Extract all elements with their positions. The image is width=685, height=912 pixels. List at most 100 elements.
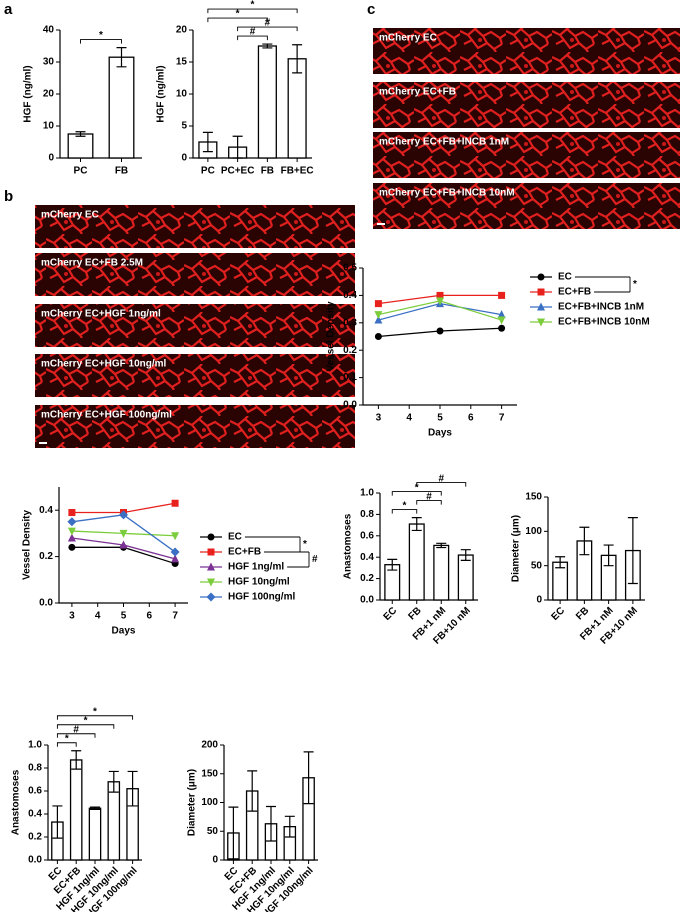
x-tick-label: 4 xyxy=(95,611,101,622)
bar xyxy=(108,56,135,159)
significance-bracket xyxy=(207,17,268,23)
marker xyxy=(119,540,128,549)
image-label: mCherry EC+HGF 10ng/ml xyxy=(41,359,167,370)
y-tick-label: 0.8 xyxy=(28,763,42,774)
image-label: mCherry EC xyxy=(41,210,99,221)
significance-bracket xyxy=(80,39,122,44)
marker xyxy=(537,273,545,281)
error-bar xyxy=(579,526,590,556)
marker xyxy=(119,510,128,520)
image-label: mCherry EC+HGF 1ng/ml xyxy=(41,309,161,320)
error-bar xyxy=(627,517,638,585)
y-tick-label: 0 xyxy=(48,153,54,164)
y-tick-label: 0 xyxy=(536,595,542,606)
marker xyxy=(67,527,76,536)
y-tick-label: 0.2 xyxy=(343,345,357,356)
y-tick-label: 0.3 xyxy=(343,317,357,328)
panel-letter: b xyxy=(4,188,13,205)
error-bar xyxy=(303,751,314,805)
y-tick-label: 1.0 xyxy=(28,740,42,751)
error-bar xyxy=(75,131,86,137)
significance-label: # xyxy=(426,491,432,502)
significance-bracket xyxy=(56,733,96,738)
marker xyxy=(68,509,76,517)
marker xyxy=(537,288,545,296)
x-tick-label: 6 xyxy=(147,611,153,622)
x-tick-label: 3 xyxy=(376,413,382,424)
x-tick-label: PC xyxy=(74,166,88,177)
y-tick-label: 100 xyxy=(201,797,218,808)
marker xyxy=(374,315,383,324)
marker xyxy=(498,291,506,299)
axis-line xyxy=(362,268,517,406)
significance-label: # xyxy=(312,554,318,565)
x-tick-label: 7 xyxy=(499,413,505,424)
marker xyxy=(171,532,180,541)
bar xyxy=(257,45,277,159)
x-tick-label: FB+EC xyxy=(281,166,314,177)
y-tick-label: 10 xyxy=(176,89,188,100)
marker xyxy=(374,333,382,340)
bar xyxy=(408,523,425,601)
micrograph xyxy=(373,28,680,74)
image-label: mCherry EC+FB 2.5M xyxy=(41,258,143,269)
x-tick-label: 6 xyxy=(468,413,474,424)
x-tick-label: EC xyxy=(382,605,400,623)
marker xyxy=(537,318,545,327)
legend-label: EC xyxy=(228,532,242,543)
marker xyxy=(374,311,383,320)
error-bar xyxy=(387,558,398,571)
marker xyxy=(171,499,179,507)
significance-bracket xyxy=(56,742,77,747)
legend-label: EC+FB+INCB 10nM xyxy=(558,317,650,328)
image-label: mCherry EC+HGF 100ng/ml xyxy=(41,410,172,421)
x-tick-label: 7 xyxy=(172,611,178,622)
marker xyxy=(206,592,216,602)
significance-bracket xyxy=(416,482,467,487)
error-bar xyxy=(71,750,82,770)
error-bar xyxy=(52,805,63,839)
error-bar xyxy=(127,770,138,807)
significance-label: * xyxy=(633,279,637,290)
y-tick-label: 200 xyxy=(201,740,218,751)
y-tick-label: 150 xyxy=(201,768,218,779)
error-bar xyxy=(228,806,239,860)
significance-label: * xyxy=(236,9,240,20)
x-tick-label: FB xyxy=(115,166,128,177)
micrograph xyxy=(373,82,680,128)
bar xyxy=(88,807,102,861)
micrograph xyxy=(373,183,680,229)
error-bar xyxy=(116,47,127,68)
micrograph xyxy=(35,354,355,397)
panel-letter: c xyxy=(367,1,375,18)
y-tick-label: 0.4 xyxy=(28,809,42,820)
micrograph xyxy=(35,304,355,347)
error-bar xyxy=(460,549,471,562)
x-axis-label: Days xyxy=(112,626,136,637)
error-bar xyxy=(90,806,100,810)
y-axis-label: Anastomoses xyxy=(11,769,22,835)
bar xyxy=(287,58,307,159)
y-tick-label: 150 xyxy=(525,492,542,503)
y-tick-label: 50 xyxy=(207,826,219,837)
y-tick-label: 0.1 xyxy=(343,372,357,383)
bar xyxy=(107,781,121,861)
marker xyxy=(436,291,444,299)
significance-label: # xyxy=(438,473,444,484)
error-bar xyxy=(284,815,295,838)
legend-label: EC+FB xyxy=(558,287,591,298)
significance-label: * xyxy=(65,733,69,744)
x-tick-label: FB xyxy=(407,605,424,622)
error-bar xyxy=(555,556,566,569)
y-axis-label: HGF (ng/ml) xyxy=(23,65,34,122)
y-tick-label: 0.5 xyxy=(343,263,357,274)
marker xyxy=(374,300,382,308)
significance-label: * xyxy=(84,715,88,726)
x-tick-label: FB xyxy=(574,605,591,622)
significance-bracket xyxy=(391,491,442,496)
image-label: mCherry EC+FB+INCB 10nM xyxy=(379,188,515,199)
significance-label: * xyxy=(251,0,255,11)
bar xyxy=(67,133,94,159)
y-tick-label: 20 xyxy=(176,25,188,36)
